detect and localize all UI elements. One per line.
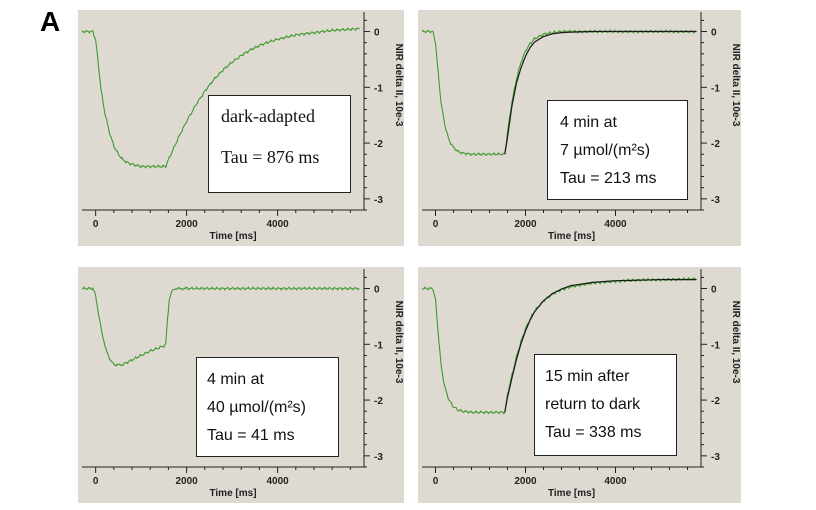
plot-svg-return-to-dark: 0 2000 4000 Time [ms] 0 -1 -2 -3 NIR delta II, 1… — [421, 269, 741, 499]
plot-svg-7-umol: 0 2000 4000 Time [ms] 0 -1 -2 -3 NIR delta II, 1… — [421, 12, 741, 242]
legend-line-1: 4 min at — [560, 114, 617, 131]
y-tick-label: -3 — [374, 452, 383, 463]
y-tick-label: 0 — [711, 285, 717, 296]
y-tick-label: -1 — [711, 83, 720, 94]
measured-trace — [421, 276, 697, 415]
legend-line-2: 40 µmol/(m²s) — [207, 399, 306, 416]
legend-line-2: Tau = 876 ms — [221, 147, 320, 167]
chart-return-to-dark: 0 2000 4000 Time [ms] 0 -1 -2 -3 NIR delta II, 1… — [418, 267, 741, 503]
x-tick-label: 2000 — [175, 476, 198, 487]
y-axis-label: NIR delta II, 10e-3 — [393, 301, 404, 384]
x-tick-label: 4000 — [604, 219, 627, 230]
chart-40-umol: 0 2000 4000 Time [ms] 0 -1 -2 -3 NIR delta II, 1… — [78, 267, 404, 503]
legend-line-2: 7 µmol/(m²s) — [560, 142, 651, 159]
x-tick-label: 0 — [433, 219, 439, 230]
x-tick-label: 2000 — [514, 219, 537, 230]
x-tick-label: 4000 — [266, 219, 289, 230]
measured-trace — [421, 29, 697, 157]
y-tick-label: -2 — [374, 396, 383, 407]
legend-box-return-to-dark: 15 min after return to dark Tau = 338 ms — [534, 354, 677, 456]
y-tick-label: -3 — [711, 452, 720, 463]
legend-box-7-umol: 4 min at 7 µmol/(m²s) Tau = 213 ms — [547, 100, 688, 200]
y-tick-label: -3 — [711, 195, 720, 206]
x-tick-label: 2000 — [175, 219, 198, 230]
y-tick-label: 0 — [374, 285, 380, 296]
measured-trace — [81, 286, 360, 367]
measured-trace — [81, 27, 360, 169]
y-tick-label: -2 — [711, 396, 720, 407]
x-axis-label: Time [ms] — [209, 488, 256, 499]
x-tick-label: 0 — [93, 219, 99, 230]
x-axis-label: Time [ms] — [209, 231, 256, 242]
plot-svg-40-umol: 0 2000 4000 Time [ms] 0 -1 -2 -3 NIR delta II, 1… — [81, 269, 404, 499]
chart-dark-adapted: 0 2000 4000 Time [ms] 0 -1 -2 -3 NIR delta II, 1… — [78, 10, 404, 246]
x-tick-label: 4000 — [266, 476, 289, 487]
y-tick-label: -1 — [374, 340, 383, 351]
y-tick-label: -2 — [711, 139, 720, 150]
y-tick-label: 0 — [711, 28, 717, 39]
y-axis-label: NIR delta II, 10e-3 — [730, 44, 741, 127]
fit-curve — [504, 279, 697, 413]
legend-box-40-umol: 4 min at 40 µmol/(m²s) Tau = 41 ms — [196, 357, 339, 457]
legend-line-1: 15 min after — [545, 368, 630, 385]
legend-line-1: 4 min at — [207, 371, 264, 388]
legend-line-1: dark-adapted — [221, 106, 315, 126]
x-tick-label: 0 — [433, 476, 439, 487]
y-tick-label: -1 — [711, 340, 720, 351]
x-tick-label: 4000 — [604, 476, 627, 487]
plot-svg-dark-adapted: 0 2000 4000 Time [ms] 0 -1 -2 -3 NIR delta II, 1… — [81, 12, 404, 242]
x-tick-label: 0 — [93, 476, 99, 487]
legend-line-3: Tau = 213 ms — [560, 170, 657, 187]
legend-box-dark-adapted: dark-adapted Tau = 876 ms — [208, 95, 351, 193]
legend-line-3: Tau = 338 ms — [545, 424, 642, 441]
fit-curve — [504, 30, 697, 155]
chart-7-umol: 0 2000 4000 Time [ms] 0 -1 -2 -3 NIR delta II, 1… — [418, 10, 741, 246]
legend-line-3: Tau = 41 ms — [207, 427, 295, 444]
legend-line-2: return to dark — [545, 396, 641, 413]
figure-label: A — [40, 6, 61, 37]
y-tick-label: 0 — [374, 28, 380, 39]
x-tick-label: 2000 — [514, 476, 537, 487]
x-axis-label: Time [ms] — [548, 488, 595, 499]
x-axis-label: Time [ms] — [548, 231, 595, 242]
y-tick-label: -1 — [374, 83, 383, 94]
y-axis-label: NIR delta II, 10e-3 — [393, 44, 404, 127]
y-axis-label: NIR delta II, 10e-3 — [730, 301, 741, 384]
y-tick-label: -3 — [374, 195, 383, 206]
y-tick-label: -2 — [374, 139, 383, 150]
